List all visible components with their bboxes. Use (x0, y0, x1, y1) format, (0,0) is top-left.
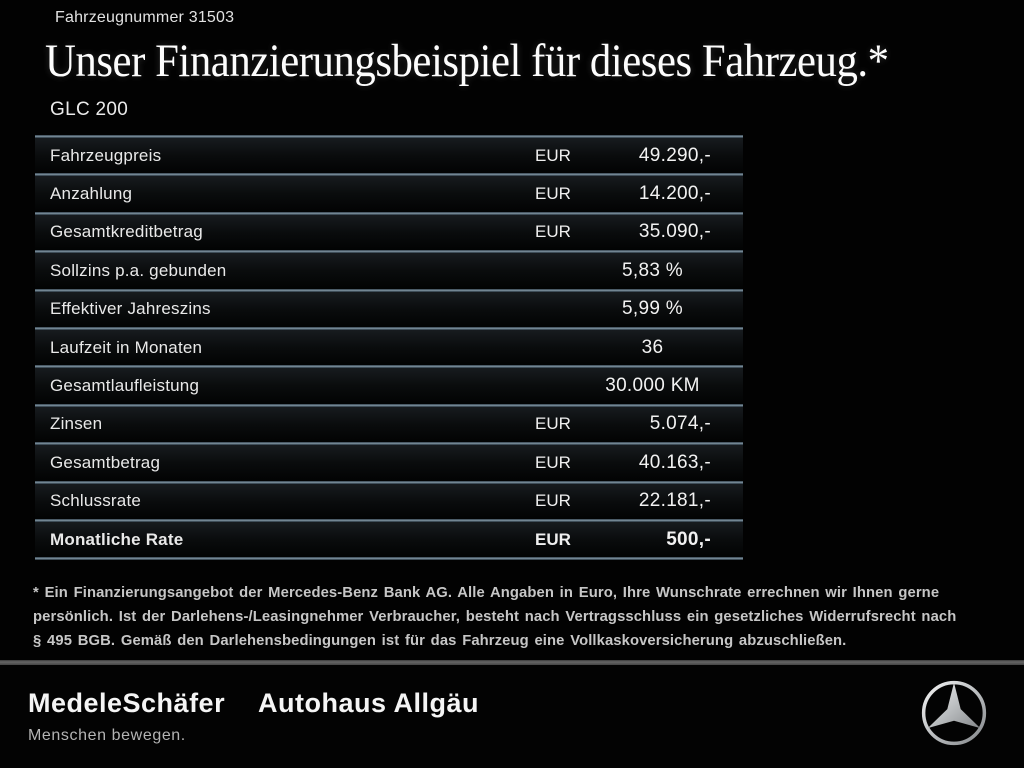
table-row: Gesamtlaufleistung 30.000 KM (35, 368, 743, 408)
footnote: * Ein Finanzierungsangebot der Mercedes-… (33, 581, 1008, 653)
row-label: Laufzeit in Monaten (50, 337, 203, 357)
table-top-divider (35, 135, 743, 138)
vehicle-number: Fahrzeugnummer 31503 (55, 9, 235, 26)
row-label: Gesamtlaufleistung (50, 376, 200, 396)
footer (0, 665, 1024, 768)
row-value: 5.074,- (649, 413, 711, 435)
currency-label: EUR (535, 491, 571, 511)
row-value: 14.200,- (638, 183, 711, 205)
currency-label: EUR (535, 452, 571, 472)
footnote-line: persönlich. Ist der Darlehens-/Leasingne… (33, 609, 957, 625)
row-value: 22.181,- (638, 490, 711, 512)
table-row: Sollzins p.a. gebunden 5,83 % (35, 253, 743, 292)
table-row: Gesamtkreditbetrag EUR 35.090,- (35, 214, 743, 254)
row-label: Sollzins p.a. gebunden (50, 260, 227, 280)
currency-label: EUR (535, 414, 571, 434)
table-row: Laufzeit in Monaten 36 (35, 329, 743, 369)
dealer-logo-autohaus-allgaeu: Autohaus Allgäu (258, 688, 479, 718)
row-value: 5,83 % (622, 259, 683, 281)
row-label: Fahrzeugpreis (50, 145, 162, 165)
footer-divider (0, 660, 1024, 665)
row-value: 49.290,- (638, 144, 711, 166)
table-row-monthly-rate: Monatliche Rate EUR 500,- (35, 521, 743, 561)
currency-label: EUR (535, 184, 571, 204)
row-label: Gesamtbetrag (50, 452, 161, 472)
row-value: 30.000 KM (605, 375, 700, 397)
row-value: 36 (641, 336, 664, 358)
finance-table: Fahrzeugpreis EUR 49.290,- Anzahlung EUR… (35, 135, 743, 561)
table-row: Zinsen EUR 5.074,- (35, 406, 743, 446)
table-row: Gesamtbetrag EUR 40.163,- (35, 445, 743, 484)
dealer-logo-medeleschaefer: MedeleSchäfer (28, 688, 226, 718)
row-value: 40.163,- (638, 451, 711, 473)
currency-label: EUR (535, 222, 571, 242)
row-label: Schlussrate (50, 491, 142, 511)
currency-label: EUR (535, 145, 571, 165)
mercedes-star-icon (919, 678, 989, 748)
footnote-line: § 495 BGB. Gemäß den Darlehensbedingunge… (33, 633, 847, 649)
row-label: Gesamtkreditbetrag (50, 222, 203, 242)
table-row: Anzahlung EUR 14.200,- (35, 176, 743, 216)
row-value: 35.090,- (638, 221, 711, 243)
vehicle-model: GLC 200 (50, 99, 129, 120)
currency-label: EUR (535, 529, 571, 549)
table-row: Fahrzeugpreis EUR 49.290,- (35, 138, 743, 177)
row-label: Monatliche Rate (50, 529, 184, 549)
row-label: Zinsen (50, 414, 103, 434)
row-label: Anzahlung (50, 184, 133, 204)
row-value: 5,99 % (622, 298, 683, 320)
page-title: Unser Finanzierungsbeispiel für dieses F… (45, 35, 889, 87)
row-value: 500,- (666, 528, 711, 550)
table-row: Schlussrate EUR 22.181,- (35, 483, 743, 523)
table-row: Effektiver Jahreszins 5,99 % (35, 291, 743, 331)
footnote-line: * Ein Finanzierungsangebot der Mercedes-… (33, 585, 940, 601)
dealer-tagline: Menschen bewegen. (28, 727, 186, 744)
row-label: Effektiver Jahreszins (50, 299, 211, 319)
